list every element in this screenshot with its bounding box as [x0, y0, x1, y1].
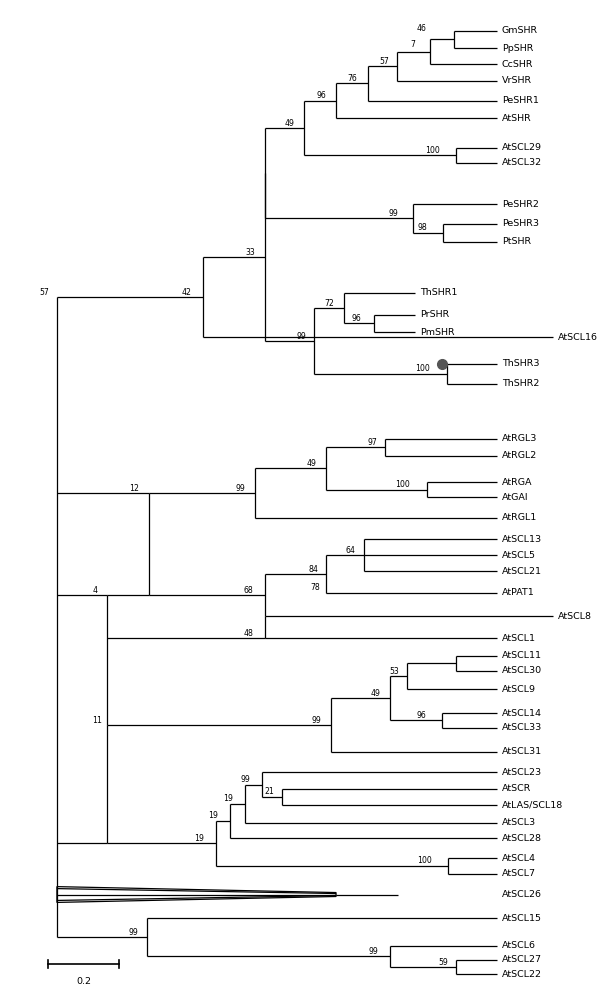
Text: AtRGL2: AtRGL2 — [502, 451, 537, 460]
Text: PrSHR: PrSHR — [420, 310, 449, 319]
Text: 100: 100 — [425, 146, 439, 155]
Text: 49: 49 — [285, 119, 295, 128]
Text: 33: 33 — [245, 248, 255, 257]
Text: PtSHR: PtSHR — [502, 237, 531, 246]
Text: 99: 99 — [311, 716, 321, 725]
Text: GmSHR: GmSHR — [502, 26, 538, 35]
Text: AtRGL1: AtRGL1 — [502, 513, 537, 522]
Text: AtRGL3: AtRGL3 — [502, 434, 537, 443]
Text: 99: 99 — [368, 947, 378, 956]
Text: VrSHR: VrSHR — [502, 76, 532, 85]
Text: 84: 84 — [308, 565, 318, 574]
Text: AtSCL27: AtSCL27 — [502, 955, 542, 964]
Text: 96: 96 — [417, 711, 427, 720]
Text: 96: 96 — [316, 91, 326, 100]
Text: CcSHR: CcSHR — [502, 60, 533, 69]
Text: PeSHR1: PeSHR1 — [502, 96, 539, 105]
Text: AtSCL22: AtSCL22 — [502, 970, 542, 979]
Text: 19: 19 — [208, 811, 218, 820]
Text: 99: 99 — [129, 928, 139, 937]
Text: AtSCL30: AtSCL30 — [502, 666, 542, 675]
Text: 76: 76 — [348, 74, 358, 83]
Text: AtSCL7: AtSCL7 — [502, 869, 536, 878]
Text: 48: 48 — [244, 629, 253, 638]
Text: 21: 21 — [264, 787, 274, 796]
Polygon shape — [57, 887, 336, 902]
Text: ThSHR1: ThSHR1 — [420, 288, 458, 297]
Text: 49: 49 — [307, 459, 316, 468]
Text: 100: 100 — [395, 480, 410, 489]
Text: 99: 99 — [241, 775, 250, 784]
Text: 46: 46 — [417, 24, 427, 33]
Text: ThSHR2: ThSHR2 — [502, 379, 539, 388]
Text: 59: 59 — [439, 958, 448, 967]
Text: 96: 96 — [352, 314, 362, 323]
Text: 57: 57 — [379, 57, 389, 66]
Text: 97: 97 — [368, 438, 378, 447]
Text: 99: 99 — [236, 484, 245, 493]
Text: AtSCL3: AtSCL3 — [502, 818, 536, 827]
Text: 99: 99 — [388, 209, 398, 218]
Text: AtPAT1: AtPAT1 — [502, 588, 534, 597]
Text: 78: 78 — [310, 583, 320, 592]
Text: AtSCL9: AtSCL9 — [502, 685, 536, 694]
Text: 99: 99 — [296, 332, 307, 341]
Text: AtSCL5: AtSCL5 — [502, 551, 536, 560]
Text: 11: 11 — [93, 716, 102, 725]
Text: 4: 4 — [93, 586, 98, 595]
Text: 0.2: 0.2 — [76, 977, 91, 986]
Text: 100: 100 — [417, 856, 431, 865]
Text: AtSCL6: AtSCL6 — [502, 941, 536, 950]
Text: AtSCL15: AtSCL15 — [502, 914, 542, 923]
Text: AtSCL16: AtSCL16 — [558, 333, 598, 342]
Text: AtSCL26: AtSCL26 — [502, 890, 542, 899]
Text: AtGAI: AtGAI — [502, 493, 528, 502]
Text: AtSCL21: AtSCL21 — [502, 567, 542, 576]
Text: 19: 19 — [224, 794, 233, 803]
Text: AtRGA: AtRGA — [502, 478, 532, 487]
Text: AtSCL13: AtSCL13 — [502, 535, 542, 544]
Text: 68: 68 — [244, 586, 253, 595]
Text: AtSCL23: AtSCL23 — [502, 768, 542, 777]
Text: AtSCL1: AtSCL1 — [502, 634, 536, 643]
Text: AtSHR: AtSHR — [502, 114, 531, 123]
Text: 100: 100 — [415, 364, 430, 373]
Text: PmSHR: PmSHR — [420, 328, 454, 337]
Text: 98: 98 — [418, 223, 428, 232]
Text: 42: 42 — [181, 288, 191, 297]
Text: AtSCL8: AtSCL8 — [558, 612, 592, 621]
Text: AtLAS/SCL18: AtLAS/SCL18 — [502, 800, 563, 809]
Text: 72: 72 — [324, 299, 334, 308]
Text: 49: 49 — [370, 689, 381, 698]
Text: 19: 19 — [194, 834, 204, 843]
Text: AtSCL28: AtSCL28 — [502, 834, 542, 843]
Text: AtSCL29: AtSCL29 — [502, 143, 542, 152]
Text: AtSCL32: AtSCL32 — [502, 158, 542, 167]
Text: AtSCL11: AtSCL11 — [502, 651, 542, 660]
Text: PeSHR3: PeSHR3 — [502, 219, 539, 228]
Text: ThSHR3: ThSHR3 — [502, 359, 539, 368]
Text: AtSCL31: AtSCL31 — [502, 747, 542, 756]
Text: 7: 7 — [410, 40, 415, 49]
Text: PeSHR2: PeSHR2 — [502, 200, 539, 209]
Text: 64: 64 — [346, 546, 356, 555]
Text: PpSHR: PpSHR — [502, 44, 533, 53]
Text: AtSCL4: AtSCL4 — [502, 854, 536, 863]
Text: AtSCL14: AtSCL14 — [502, 709, 542, 718]
Text: AtSCL33: AtSCL33 — [502, 723, 542, 732]
Text: 12: 12 — [129, 484, 139, 493]
Text: 53: 53 — [389, 667, 399, 676]
Text: 57: 57 — [39, 288, 49, 297]
Text: AtSCR: AtSCR — [502, 784, 531, 793]
